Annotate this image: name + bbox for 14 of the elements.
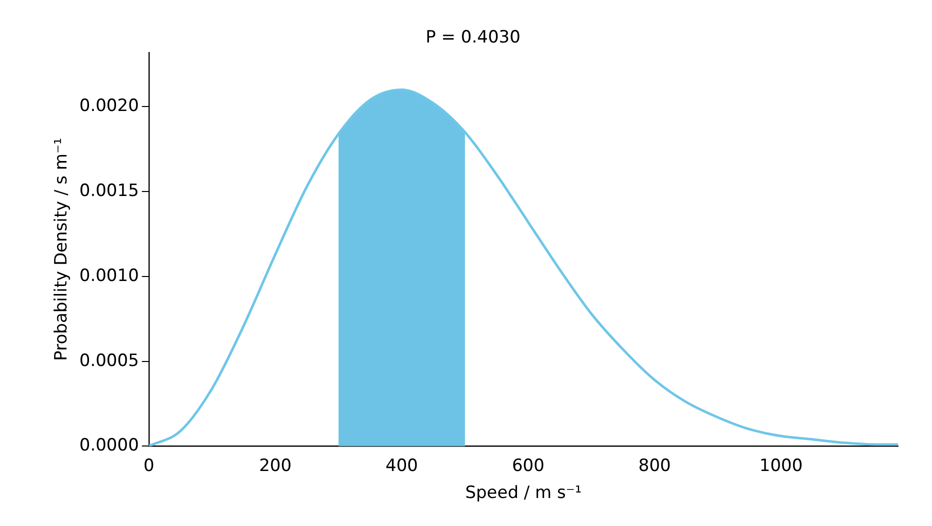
y-tick-label: 0.0015: [79, 181, 139, 202]
x-tick-label: 0: [143, 456, 154, 476]
x-tick-label: 200: [259, 456, 292, 476]
x-tick-label: 1000: [759, 456, 803, 476]
x-axis-title: Speed / m s⁻¹: [465, 483, 582, 504]
y-tick-label: 0.0005: [79, 350, 139, 371]
y-tick-label: 0.0010: [79, 266, 139, 286]
x-tick-label: 800: [638, 456, 671, 476]
x-tick-label: 600: [512, 456, 544, 476]
chart-title: P = 0.4030: [426, 28, 520, 48]
y-axis-title: Probability Density / s m⁻¹: [52, 138, 72, 361]
y-tick-label: 0.0020: [79, 96, 139, 116]
y-tick-label: 0.0000: [79, 436, 139, 456]
x-tick-label: 400: [386, 456, 418, 476]
